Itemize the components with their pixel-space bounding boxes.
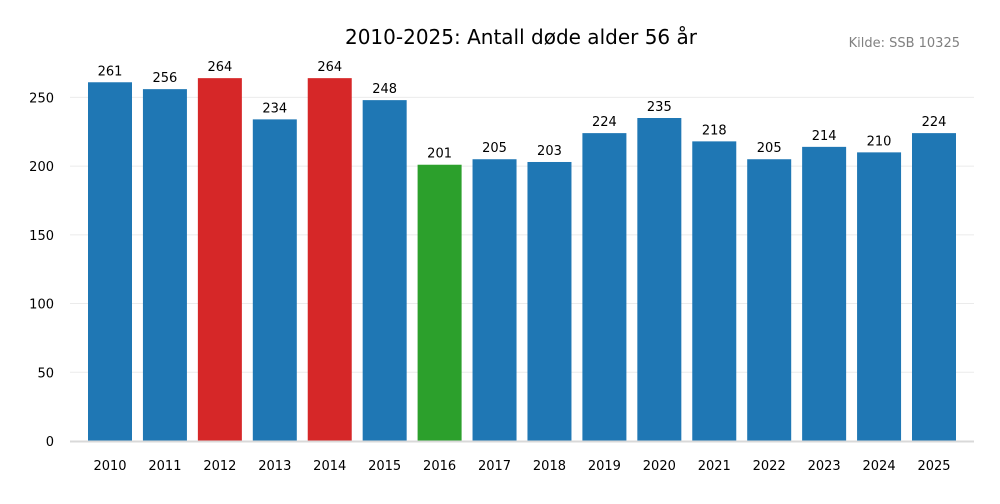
bar-2024 bbox=[857, 152, 902, 441]
x-tick-label: 2013 bbox=[258, 459, 291, 474]
data-label: 264 bbox=[317, 60, 342, 75]
data-label: 203 bbox=[537, 144, 562, 159]
x-tick-label: 2022 bbox=[753, 459, 786, 474]
bar-2023 bbox=[802, 146, 847, 442]
data-label: 235 bbox=[647, 100, 672, 115]
bar-2019 bbox=[582, 133, 627, 441]
y-tick-label: 150 bbox=[29, 229, 54, 244]
x-tick-label: 2017 bbox=[478, 459, 511, 474]
data-label: 205 bbox=[482, 141, 507, 156]
data-label: 224 bbox=[922, 115, 947, 130]
bar-2010 bbox=[88, 82, 132, 441]
bar-2017 bbox=[472, 159, 517, 441]
x-tick-label: 2019 bbox=[588, 459, 621, 474]
bar-2012 bbox=[197, 78, 242, 442]
data-label: 214 bbox=[812, 129, 837, 144]
data-label: 205 bbox=[757, 141, 782, 156]
data-label: 264 bbox=[207, 60, 232, 75]
x-tick-label: 2024 bbox=[863, 459, 896, 474]
x-tick-label: 2018 bbox=[533, 459, 566, 474]
y-tick-label: 100 bbox=[29, 298, 54, 313]
bars: 261 256 264 234 264 248 201 205 203 224 235 218 205 2… bbox=[88, 60, 956, 442]
bar-2015 bbox=[362, 100, 407, 441]
bar-2014 bbox=[307, 78, 352, 442]
y-tick-label: 250 bbox=[29, 91, 54, 106]
data-label: 218 bbox=[702, 123, 727, 138]
bar-2011 bbox=[142, 89, 187, 442]
bar-2020 bbox=[637, 118, 682, 441]
x-tick-label: 2012 bbox=[203, 459, 236, 474]
bar-2021 bbox=[692, 141, 737, 441]
source-label: Kilde: SSB 10325 bbox=[849, 36, 960, 51]
bar-2022 bbox=[747, 159, 792, 441]
data-label: 234 bbox=[262, 101, 287, 116]
data-label: 248 bbox=[372, 82, 397, 97]
data-label: 224 bbox=[592, 115, 617, 130]
x-tick-label: 2025 bbox=[917, 459, 950, 474]
x-tick-label: 2011 bbox=[148, 459, 181, 474]
y-tick-label: 50 bbox=[37, 366, 54, 381]
bar-2016 bbox=[417, 164, 462, 441]
data-label: 201 bbox=[427, 147, 452, 162]
x-tick-label: 2020 bbox=[643, 459, 676, 474]
y-tick-label: 200 bbox=[29, 160, 54, 175]
x-tick-label: 2015 bbox=[368, 459, 401, 474]
data-label: 210 bbox=[867, 134, 892, 149]
bar-2018 bbox=[527, 161, 572, 441]
bar-2013 bbox=[252, 119, 297, 442]
x-tick-label: 2016 bbox=[423, 459, 456, 474]
x-tick-label: 2023 bbox=[808, 459, 841, 474]
y-axis: 0 50 100 150 200 250 bbox=[29, 91, 54, 450]
data-label: 256 bbox=[153, 71, 178, 86]
x-tick-label: 2010 bbox=[93, 459, 126, 474]
x-tick-label: 2014 bbox=[313, 459, 346, 474]
chart-title: 2010-2025: Antall døde alder 56 år bbox=[345, 25, 698, 49]
bar-2025 bbox=[912, 133, 956, 441]
y-tick-label: 0 bbox=[46, 435, 54, 450]
x-tick-label: 2021 bbox=[698, 459, 731, 474]
x-axis: 2010 2011 2012 2013 2014 2015 2016 2017 2018 2019… bbox=[93, 459, 950, 474]
data-label: 261 bbox=[98, 64, 123, 79]
